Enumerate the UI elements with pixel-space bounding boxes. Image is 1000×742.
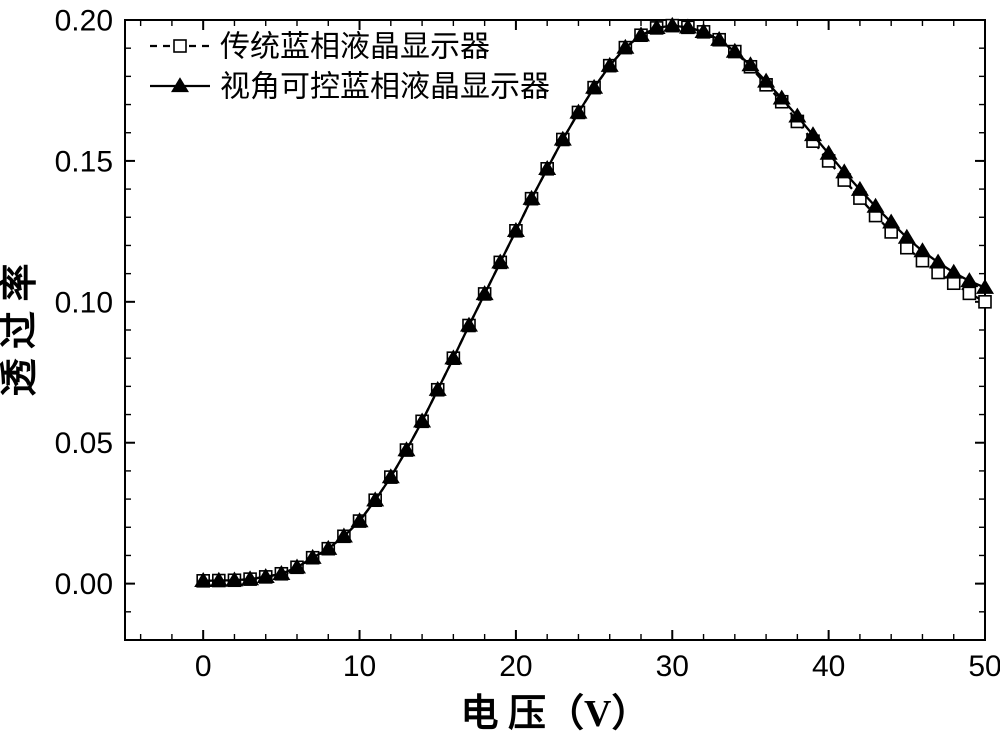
x-tick-label: 10 <box>343 650 376 683</box>
x-tick-label: 40 <box>812 650 845 683</box>
y-tick-label: 0.05 <box>55 427 113 460</box>
x-tick-label: 50 <box>968 650 1000 683</box>
x-axis-title: 电 压（V） <box>461 693 650 735</box>
legend-label: 传统蓝相液晶显示器 <box>220 31 490 64</box>
marker-open-square <box>963 287 975 299</box>
marker-open-square <box>948 277 960 289</box>
x-tick-label: 0 <box>195 650 212 683</box>
y-axis-title: 透 过 率 <box>0 263 41 396</box>
x-tick-label: 20 <box>499 650 532 683</box>
legend-label: 视角可控蓝相液晶显示器 <box>220 71 550 104</box>
chart-container: 0 10 20 30 40 50 0.00 0.05 0.10 0.15 0.20 电 压（V） 透 过… <box>0 0 1000 742</box>
plot-background <box>0 0 1000 742</box>
y-tick-label: 0.00 <box>55 568 113 601</box>
marker-open-square <box>979 296 991 308</box>
chart-svg: 0 10 20 30 40 50 0.00 0.05 0.10 0.15 0.20 电 压（V） 透 过… <box>0 0 1000 742</box>
marker-open-square <box>174 40 186 52</box>
x-tick-label: 30 <box>656 650 689 683</box>
y-tick-label: 0.20 <box>55 5 113 38</box>
y-tick-label: 0.10 <box>55 286 113 319</box>
y-tick-label: 0.15 <box>55 145 113 178</box>
